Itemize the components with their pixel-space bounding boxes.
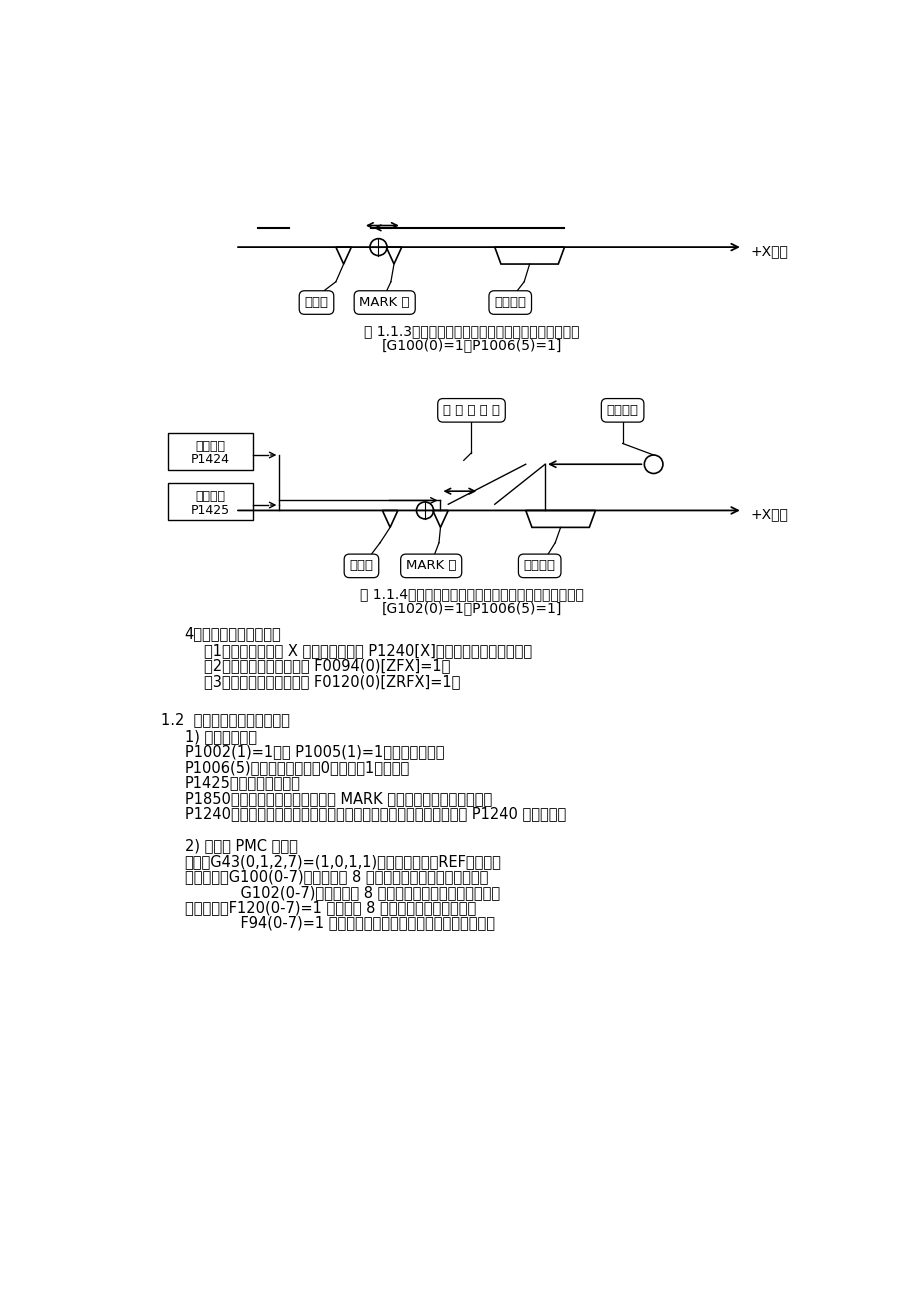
Text: MARK 点: MARK 点 — [405, 560, 456, 573]
Text: 回零完成：F120(0-7)=1 分别表示 8 个轴的参考点已经建立；: 回零完成：F120(0-7)=1 分别表示 8 个轴的参考点已经建立； — [185, 900, 475, 915]
Text: （2）返回参考点完成信号 F0094(0)[ZFX]=1；: （2）返回参考点完成信号 F0094(0)[ZFX]=1； — [204, 659, 450, 673]
Text: 减速挡块: 减速挡块 — [494, 296, 526, 309]
Text: P1240：第一参考点的坐标值。返回参考点完成后，机床坐标系变为 P1240 设定的值。: P1240：第一参考点的坐标值。返回参考点完成后，机床坐标系变为 P1240 设… — [185, 806, 565, 822]
Text: 参考点: 参考点 — [349, 560, 373, 573]
Bar — [167, 483, 253, 521]
Text: P1425：回零低速速度。: P1425：回零低速速度。 — [185, 775, 301, 790]
Text: 图 1.1.3：运动方向为正向；回零方向为负向时的图示: 图 1.1.3：运动方向为正向；回零方向为负向时的图示 — [363, 324, 579, 339]
Text: 栅 格 偏 移 量: 栅 格 偏 移 量 — [443, 404, 499, 417]
Text: 方式：G43(0,1,2,7)=(1,0,1,1)：返回参考点（REF）方式。: 方式：G43(0,1,2,7)=(1,0,1,1)：返回参考点（REF）方式。 — [185, 854, 501, 868]
Text: 回零起点: 回零起点 — [606, 404, 638, 417]
Text: 图 1.1.4：运动方向为负向；回零方向也为负向时的图示: 图 1.1.4：运动方向为负向；回零方向也为负向时的图示 — [359, 587, 583, 602]
Text: +X方向: +X方向 — [750, 243, 788, 258]
Text: 减速挡块: 减速挡块 — [523, 560, 555, 573]
Text: 参考点: 参考点 — [304, 296, 328, 309]
Text: 运动方向：G100(0-7)；分别控制 8 个轴返回参考点时的正向运动；: 运动方向：G100(0-7)；分别控制 8 个轴返回参考点时的正向运动； — [185, 870, 488, 884]
Text: 2) 有关的 PMC 状态：: 2) 有关的 PMC 状态： — [185, 838, 298, 853]
Bar — [167, 434, 253, 470]
Text: 1) 有关的参数：: 1) 有关的参数： — [185, 729, 256, 745]
Text: P1425: P1425 — [190, 504, 230, 517]
Text: 回零低速: 回零低速 — [195, 490, 225, 503]
Text: P1006(5)：确定回零方向。0：正向；1：负向。: P1006(5)：确定回零方向。0：正向；1：负向。 — [185, 760, 410, 775]
Text: [G102(0)=1；P1006(5)=1]: [G102(0)=1；P1006(5)=1] — [380, 602, 562, 616]
Text: G102(0-7)；分别控制 8 个轴返回参考点时的负向运动。: G102(0-7)；分别控制 8 个轴返回参考点时的负向运动。 — [185, 884, 499, 900]
Text: MARK 点: MARK 点 — [359, 296, 410, 309]
Text: P1850：栅格偏移量。找到第一个 MARK 点后，伺服轴偏移的距离。: P1850：栅格偏移量。找到第一个 MARK 点后，伺服轴偏移的距离。 — [185, 790, 492, 806]
Text: （3）参考点已经建立信号 F0120(0)[ZRFX]=1；: （3）参考点已经建立信号 F0120(0)[ZRFX]=1； — [204, 673, 460, 689]
Text: 1.2  无回零减速开关的情况：: 1.2 无回零减速开关的情况： — [162, 712, 290, 728]
Text: P1424: P1424 — [190, 453, 230, 466]
Text: P1002(1)=1，或 P1005(1)=1：无减速开关。: P1002(1)=1，或 P1005(1)=1：无减速开关。 — [185, 745, 444, 759]
Text: （1）机床坐标系的 X 坐标值跳变为由 P1240[X]设定的第一坐标系的值；: （1）机床坐标系的 X 坐标值跳变为由 P1240[X]设定的第一坐标系的值； — [204, 643, 532, 658]
Text: [G100(0)=1；P1006(5)=1]: [G100(0)=1；P1006(5)=1] — [380, 339, 562, 352]
Text: 4）回零结束后的状态：: 4）回零结束后的状态： — [185, 626, 281, 641]
Text: +X方向: +X方向 — [750, 508, 788, 521]
Text: F94(0-7)=1 分别表示返回参考点完成，且在参考点上。: F94(0-7)=1 分别表示返回参考点完成，且在参考点上。 — [185, 915, 494, 931]
Text: 快速速度: 快速速度 — [195, 440, 225, 453]
